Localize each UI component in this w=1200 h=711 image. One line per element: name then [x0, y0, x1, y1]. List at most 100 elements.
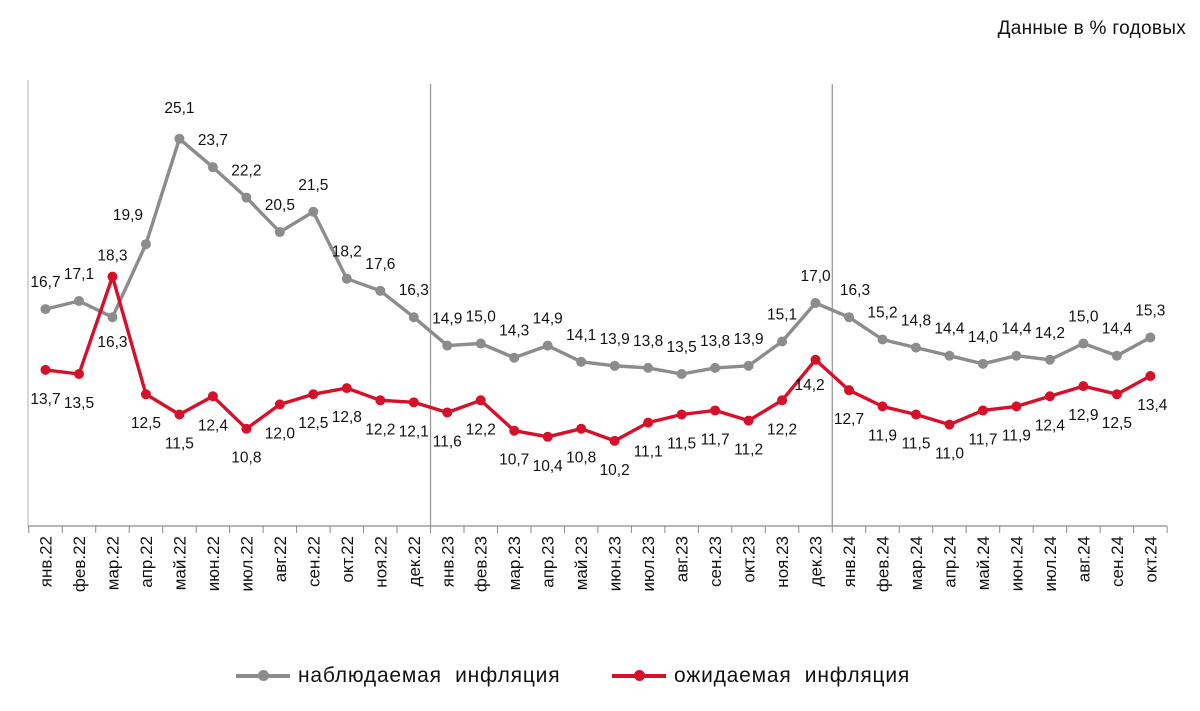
- data-point-observed: [141, 239, 151, 249]
- inflation-chart: Данные в % годовых янв.22 фев.22 мар.22 апр…: [0, 0, 1200, 706]
- data-point-observed: [844, 312, 854, 322]
- x-tick-label: июл.22: [237, 536, 256, 591]
- data-point-expected: [208, 391, 218, 401]
- data-label-observed: 15,1: [767, 307, 797, 324]
- data-point-expected: [710, 405, 720, 415]
- data-point-expected: [543, 432, 553, 442]
- data-point-observed: [944, 351, 954, 361]
- data-label-observed: 14,0: [968, 329, 999, 346]
- data-point-expected: [241, 424, 251, 434]
- data-label-observed: 14,9: [432, 311, 462, 328]
- data-point-observed: [744, 361, 754, 371]
- x-tick-label: ноя.22: [371, 536, 390, 588]
- data-label-observed: 20,5: [265, 197, 295, 214]
- data-point-observed: [509, 353, 519, 363]
- x-tick-label: фев.23: [472, 536, 491, 592]
- data-point-observed: [811, 298, 821, 308]
- x-tick-label: сен.23: [706, 536, 725, 587]
- data-point-expected: [610, 436, 620, 446]
- data-label-observed: 16,3: [399, 282, 429, 299]
- data-label-observed: 21,5: [298, 177, 328, 194]
- data-label-expected: 12,2: [365, 421, 395, 438]
- legend-item-observed-inflation: наблюдаемая инфляция: [236, 656, 560, 696]
- data-point-observed: [677, 369, 687, 379]
- data-label-expected: 10,2: [600, 462, 630, 479]
- x-tick-label: авг.23: [673, 536, 692, 582]
- legend-item-expected-inflation: ожидаемая инфляция: [612, 656, 910, 696]
- x-tick-label: июн.24: [1007, 536, 1026, 591]
- data-point-expected: [107, 272, 117, 282]
- data-point-expected: [978, 405, 988, 415]
- data-label-expected: 10,8: [231, 450, 261, 467]
- chart-plot: янв.22 фев.22 мар.22 апр.22 май.22 июн.22 июл.…: [0, 0, 1200, 706]
- data-label-observed: 16,7: [30, 274, 60, 291]
- data-point-expected: [141, 389, 151, 399]
- data-label-expected: 13,5: [64, 395, 94, 412]
- data-label-observed: 14,3: [499, 323, 529, 340]
- data-point-observed: [610, 361, 620, 371]
- data-point-expected: [308, 389, 318, 399]
- data-point-observed: [409, 312, 419, 322]
- data-point-expected: [878, 401, 888, 411]
- x-tick-label: июн.23: [606, 536, 625, 591]
- data-point-expected: [342, 383, 352, 393]
- data-label-observed: 17,0: [800, 268, 831, 285]
- series-line-expected: [46, 277, 1151, 441]
- data-point-expected: [1145, 371, 1155, 381]
- data-label-expected: 11,5: [667, 436, 696, 453]
- data-point-observed: [208, 162, 218, 172]
- x-tick-label: июл.24: [1041, 536, 1060, 591]
- x-tick-label: окт.24: [1141, 536, 1160, 583]
- data-label-observed: 14,4: [934, 321, 965, 338]
- data-label-observed: 15,0: [466, 309, 497, 326]
- data-label-expected: 11,9: [1002, 427, 1031, 444]
- data-label-expected: 18,3: [97, 248, 127, 265]
- x-tick-label: апр.22: [137, 536, 156, 588]
- data-label-observed: 14,9: [533, 311, 563, 328]
- x-tick-label: ноя.23: [773, 536, 792, 588]
- data-point-expected: [375, 395, 385, 405]
- x-tick-label: окт.22: [338, 536, 357, 583]
- data-label-expected: 11,5: [165, 436, 194, 453]
- data-label-observed: 14,8: [901, 313, 931, 330]
- x-tick-label: янв.24: [840, 536, 859, 587]
- x-tick-label: авг.24: [1074, 536, 1093, 582]
- data-label-expected: 12,7: [834, 411, 864, 428]
- data-point-expected: [74, 369, 84, 379]
- data-label-observed: 13,8: [700, 333, 730, 350]
- data-label-expected: 10,4: [533, 458, 564, 475]
- x-tick-label: фев.24: [874, 536, 893, 592]
- data-point-observed: [476, 339, 486, 349]
- data-label-observed: 15,0: [1068, 309, 1099, 326]
- data-label-observed: 17,6: [365, 256, 395, 273]
- data-label-observed: 14,2: [1035, 325, 1065, 342]
- x-tick-label: дек.22: [405, 536, 424, 586]
- x-tick-label: авг.22: [271, 536, 290, 582]
- data-label-expected: 12,1: [399, 423, 429, 440]
- units-note: Данные в % годовых: [998, 18, 1186, 40]
- data-label-observed: 14,1: [566, 327, 596, 344]
- data-label-observed: 22,2: [231, 163, 261, 180]
- data-label-expected: 11,1: [634, 444, 663, 461]
- data-label-expected: 12,2: [466, 421, 496, 438]
- data-point-expected: [844, 385, 854, 395]
- data-label-observed: 18,2: [332, 244, 362, 261]
- data-point-expected: [476, 395, 486, 405]
- data-point-observed: [911, 343, 921, 353]
- data-point-observed: [576, 357, 586, 367]
- data-point-expected: [41, 365, 51, 375]
- data-label-expected: 12,4: [1035, 417, 1066, 434]
- data-point-expected: [1078, 381, 1088, 391]
- data-point-expected: [1011, 401, 1021, 411]
- data-label-expected: 12,8: [332, 409, 362, 426]
- data-point-expected: [643, 418, 653, 428]
- data-label-expected: 14,2: [794, 377, 824, 394]
- data-point-expected: [1112, 389, 1122, 399]
- data-point-observed: [643, 363, 653, 373]
- data-label-expected: 10,8: [566, 450, 596, 467]
- x-tick-label: июн.22: [204, 536, 223, 591]
- data-label-expected: 12,4: [198, 417, 229, 434]
- data-point-expected: [409, 397, 419, 407]
- data-point-expected: [744, 416, 754, 426]
- data-label-expected: 11,7: [701, 431, 730, 448]
